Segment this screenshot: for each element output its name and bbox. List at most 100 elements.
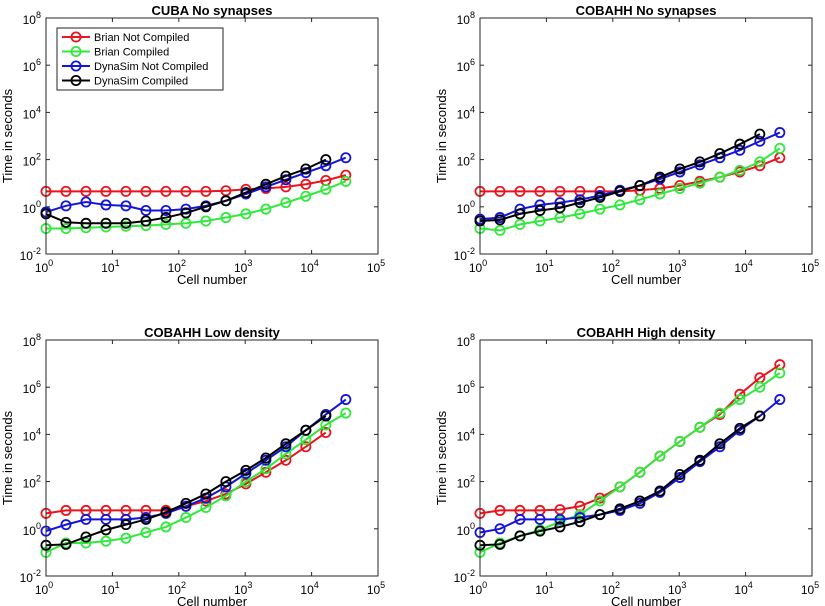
data-point <box>320 183 332 195</box>
x-tick-label: 105 <box>801 258 819 275</box>
data-point <box>674 436 686 448</box>
x-axis-label: Cell number <box>611 272 682 287</box>
data-point <box>300 178 312 190</box>
data-point <box>100 535 112 547</box>
x-tick-label: 100 <box>469 258 487 275</box>
data-point <box>220 212 232 224</box>
axes-frame <box>479 17 813 255</box>
y-axis-label: Time in seconds <box>434 410 449 505</box>
axes-frame <box>479 339 813 577</box>
data-point <box>554 202 566 214</box>
data-point <box>160 212 172 224</box>
data-point <box>60 216 72 228</box>
data-point <box>260 178 272 190</box>
data-point <box>734 138 746 150</box>
data-point <box>100 185 112 197</box>
y-tick-label: 108 <box>23 332 41 349</box>
data-point <box>734 422 746 434</box>
axes-frame <box>45 339 379 577</box>
data-point <box>674 182 686 194</box>
chart-title: COBAHH Low density <box>144 325 281 340</box>
data-point <box>694 454 706 466</box>
y-tick-label: 104 <box>457 426 475 443</box>
x-axis-label: Cell number <box>177 594 248 606</box>
data-point <box>654 171 666 183</box>
data-point <box>320 410 332 422</box>
chart-title: COBAHH No synapses <box>576 3 717 18</box>
data-point <box>654 485 666 497</box>
x-axis-label: Cell number <box>177 272 248 287</box>
data-point <box>320 154 332 166</box>
y-axis-label: Time in seconds <box>0 410 15 505</box>
y-tick-label: 10-2 <box>20 246 41 263</box>
x-tick-label: 101 <box>535 580 553 597</box>
x-tick-label: 104 <box>734 258 752 275</box>
data-point <box>160 185 172 197</box>
series-line <box>45 156 347 213</box>
data-point <box>160 218 172 230</box>
data-point <box>694 156 706 168</box>
legend-swatch-marker <box>70 31 82 43</box>
plot-area <box>46 340 378 576</box>
x-tick-label: 100 <box>35 580 53 597</box>
series-line <box>45 158 327 225</box>
data-point <box>200 185 212 197</box>
data-point <box>494 185 506 197</box>
data-point <box>80 217 92 229</box>
x-tick-label: 103 <box>668 258 686 275</box>
data-point <box>774 367 786 379</box>
data-point <box>674 163 686 175</box>
series-dynasim-compiled <box>40 154 332 229</box>
data-point <box>180 217 192 229</box>
data-point <box>714 148 726 160</box>
data-point <box>694 177 706 189</box>
y-tick-label: 10-2 <box>20 568 41 585</box>
legend-entry: DynaSim Compiled <box>94 76 188 88</box>
data-point <box>634 179 646 191</box>
data-point <box>494 523 506 535</box>
axes-frame <box>45 17 379 255</box>
data-point <box>300 441 312 453</box>
data-point <box>754 128 766 140</box>
data-point <box>694 421 706 433</box>
data-point <box>714 438 726 450</box>
series-dynasim-compiled <box>474 128 766 227</box>
data-point <box>240 476 252 488</box>
y-tick-label: 108 <box>457 10 475 27</box>
data-point <box>260 452 272 464</box>
data-point <box>240 187 252 199</box>
data-point <box>320 427 332 439</box>
data-point <box>340 152 352 164</box>
series-line <box>46 180 347 230</box>
series-line <box>479 415 761 547</box>
data-point <box>754 381 766 393</box>
data-point <box>754 135 766 147</box>
data-point <box>120 217 132 229</box>
x-tick-label: 105 <box>367 580 385 597</box>
data-point <box>320 160 332 172</box>
data-point <box>494 224 506 236</box>
legend-entry: Brian Not Compiled <box>94 32 189 44</box>
data-point <box>734 394 746 406</box>
series-brian-compiled <box>474 142 786 236</box>
data-point <box>514 185 526 197</box>
data-point <box>60 538 72 550</box>
data-point <box>714 407 726 419</box>
legend: Brian Not Compiled Brian Compiled DynaSim … <box>56 27 224 91</box>
data-point <box>200 488 212 500</box>
x-tick-label: 103 <box>668 580 686 597</box>
x-tick-label: 102 <box>602 258 620 275</box>
data-point <box>534 204 546 216</box>
series-brian-not-compiled <box>40 169 352 197</box>
data-point <box>80 185 92 197</box>
data-point <box>340 175 352 187</box>
data-point <box>494 504 506 516</box>
data-point <box>754 156 766 168</box>
y-tick-label: 100 <box>457 521 475 538</box>
data-point <box>120 532 132 544</box>
x-tick-label: 100 <box>469 580 487 597</box>
x-tick-label: 104 <box>300 580 318 597</box>
y-tick-label: 102 <box>457 474 475 491</box>
data-point <box>654 450 666 462</box>
